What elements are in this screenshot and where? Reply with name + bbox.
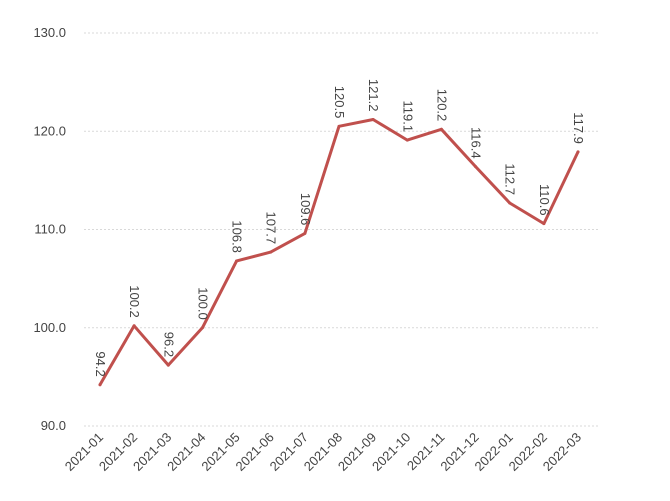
data-label: 106.8 (230, 220, 245, 253)
data-point (303, 231, 307, 235)
data-point (439, 127, 443, 131)
data-point (508, 201, 512, 205)
data-label: 96.2 (161, 332, 176, 357)
data-point (235, 259, 239, 263)
y-tick-label: 120.0 (33, 123, 66, 138)
data-label: 110.6 (537, 184, 552, 216)
data-point (98, 383, 102, 387)
data-label: 100.2 (127, 285, 142, 318)
data-point (166, 363, 170, 367)
data-labels: 94.2 100.2 96.2 100.0 106.8 107.7 109.6 120.5 12… (93, 79, 586, 377)
y-tick-label: 90.0 (41, 418, 66, 433)
y-tick-label: 110.0 (34, 222, 66, 237)
x-tick-label: 2022-03 (540, 430, 584, 474)
series-line-group (98, 117, 580, 387)
y-axis-tick-labels: 90.0 100.0 110.0 120.0 130.0 (33, 25, 66, 433)
y-tick-label: 130.0 (33, 25, 66, 40)
data-label: 100.0 (195, 287, 210, 320)
data-label: 107.7 (264, 212, 279, 245)
data-label: 94.2 (93, 351, 108, 376)
data-point (474, 165, 478, 169)
data-point (337, 124, 341, 128)
data-label: 117.9 (571, 112, 586, 144)
data-label: 120.5 (332, 86, 347, 119)
y-tick-label: 100.0 (33, 320, 66, 335)
data-label: 119.1 (400, 101, 415, 133)
x-tick-label: 2021-10 (369, 430, 413, 474)
data-label: 121.2 (366, 79, 381, 112)
x-axis-tick-labels: 2021-012021-022021-032021-042021-052021-… (62, 430, 584, 474)
data-point (132, 324, 136, 328)
data-point (269, 250, 273, 254)
data-point (576, 150, 580, 154)
data-point (405, 138, 409, 142)
data-label: 116.4 (469, 127, 484, 159)
data-label: 112.7 (503, 163, 518, 195)
data-label: 109.6 (298, 193, 313, 226)
gridlines (84, 32, 598, 427)
data-point (371, 117, 375, 121)
data-point (200, 326, 204, 330)
data-point (542, 222, 546, 226)
data-label: 120.2 (434, 89, 449, 122)
